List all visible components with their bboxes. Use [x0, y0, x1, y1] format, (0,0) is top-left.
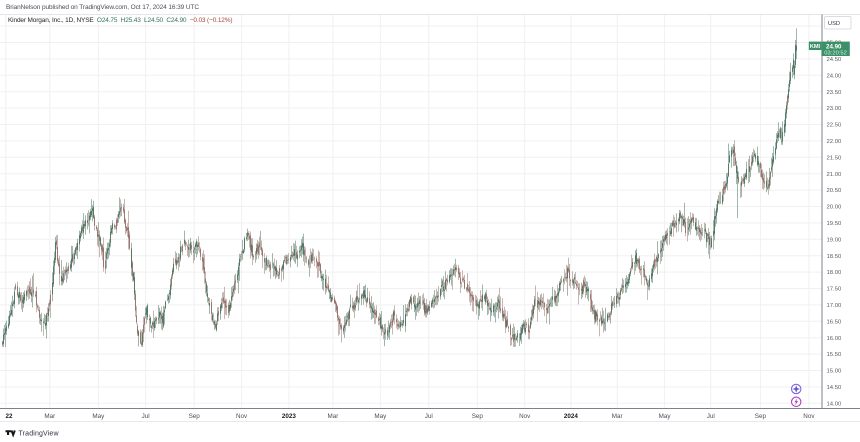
svg-text:May: May	[659, 413, 672, 420]
svg-text:15.00: 15.00	[827, 369, 842, 375]
svg-text:21.00: 21.00	[827, 172, 842, 178]
svg-text:KMI: KMI	[810, 44, 821, 50]
svg-text:May: May	[374, 413, 387, 420]
svg-text:18.50: 18.50	[827, 254, 842, 260]
svg-text:2023: 2023	[282, 413, 297, 420]
svg-text:23.00: 23.00	[827, 106, 842, 112]
svg-text:Mar: Mar	[44, 413, 55, 420]
svg-text:21.50: 21.50	[827, 155, 842, 161]
svg-text:Jul: Jul	[707, 413, 715, 420]
svg-text:14.00: 14.00	[827, 401, 842, 407]
svg-text:Mar: Mar	[327, 413, 338, 420]
svg-text:16.50: 16.50	[827, 319, 842, 325]
svg-text:USD: USD	[828, 21, 840, 27]
svg-text:Jul: Jul	[142, 413, 150, 420]
svg-text:20.00: 20.00	[827, 205, 842, 211]
svg-text:Jul: Jul	[425, 413, 433, 420]
svg-text:TradingView: TradingView	[19, 430, 60, 437]
svg-text:Sep: Sep	[755, 413, 767, 420]
svg-text:22: 22	[5, 413, 13, 420]
svg-text:Sep: Sep	[472, 413, 484, 420]
svg-text:Nov: Nov	[803, 413, 815, 420]
svg-text:22.50: 22.50	[827, 123, 842, 129]
svg-text:19.00: 19.00	[827, 237, 842, 243]
svg-text:24.00: 24.00	[827, 73, 842, 79]
svg-text:17.50: 17.50	[827, 287, 842, 293]
svg-text:15.50: 15.50	[827, 352, 842, 358]
svg-text:24.50: 24.50	[827, 57, 842, 63]
svg-text:Sep: Sep	[189, 413, 201, 420]
svg-text:17.00: 17.00	[827, 303, 842, 309]
svg-text:23.50: 23.50	[827, 90, 842, 96]
svg-text:20.50: 20.50	[827, 188, 842, 194]
svg-text:19.50: 19.50	[827, 221, 842, 227]
svg-text:14.50: 14.50	[827, 385, 842, 391]
svg-text:Nov: Nov	[519, 413, 531, 420]
svg-text:18.00: 18.00	[827, 270, 842, 276]
svg-text:03:20:52: 03:20:52	[824, 51, 847, 57]
svg-text:Mar: Mar	[612, 413, 623, 420]
svg-text:22.00: 22.00	[827, 139, 842, 145]
svg-text:24.90: 24.90	[826, 43, 842, 50]
svg-text:May: May	[92, 413, 105, 420]
svg-text:16.00: 16.00	[827, 336, 842, 342]
svg-text:2024: 2024	[564, 413, 579, 420]
svg-text:Nov: Nov	[236, 413, 248, 420]
